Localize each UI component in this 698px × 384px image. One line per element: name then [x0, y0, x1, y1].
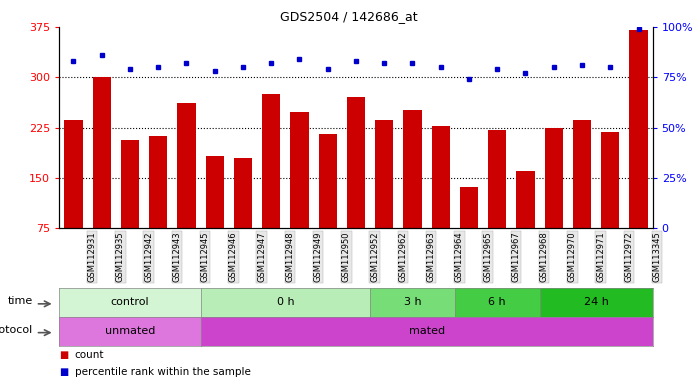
Text: GSM112962: GSM112962: [399, 232, 408, 282]
Bar: [347, 97, 365, 228]
Text: protocol: protocol: [0, 325, 33, 335]
Text: GSM112935: GSM112935: [116, 232, 125, 282]
Bar: [177, 103, 195, 228]
Text: GSM112968: GSM112968: [540, 232, 549, 282]
Text: GSM112965: GSM112965: [483, 232, 492, 282]
Text: GSM112943: GSM112943: [172, 232, 181, 282]
Bar: [517, 171, 535, 228]
Bar: [431, 126, 450, 228]
Bar: [601, 132, 619, 228]
Bar: [262, 94, 281, 228]
Text: GSM112948: GSM112948: [285, 232, 295, 282]
Text: GSM112949: GSM112949: [313, 232, 322, 282]
Text: GSM112970: GSM112970: [568, 232, 577, 282]
Text: GSM112972: GSM112972: [625, 232, 633, 282]
Text: GSM112931: GSM112931: [87, 232, 96, 282]
Text: mated: mated: [408, 326, 445, 336]
Text: count: count: [75, 350, 104, 360]
Bar: [290, 112, 309, 228]
Text: ■: ■: [59, 350, 68, 360]
Bar: [64, 120, 82, 228]
Text: GSM112971: GSM112971: [596, 232, 605, 282]
Bar: [121, 140, 139, 228]
Text: GSM112967: GSM112967: [512, 232, 521, 282]
Text: GSM112947: GSM112947: [257, 232, 266, 282]
Text: GSM112942: GSM112942: [144, 232, 153, 282]
Bar: [573, 120, 591, 228]
Bar: [149, 136, 168, 228]
Text: GSM112952: GSM112952: [370, 232, 379, 282]
Text: GSM112945: GSM112945: [200, 232, 209, 282]
Text: control: control: [111, 297, 149, 308]
Text: GDS2504 / 142686_at: GDS2504 / 142686_at: [280, 10, 418, 23]
Bar: [318, 134, 337, 228]
Bar: [488, 130, 507, 228]
Text: 3 h: 3 h: [403, 297, 422, 308]
Text: ■: ■: [59, 367, 68, 377]
Bar: [205, 156, 224, 228]
Bar: [234, 158, 252, 228]
Bar: [630, 30, 648, 228]
Text: GSM112946: GSM112946: [229, 232, 238, 282]
Text: 0 h: 0 h: [276, 297, 294, 308]
Text: 6 h: 6 h: [489, 297, 506, 308]
Text: GSM113345: GSM113345: [653, 232, 662, 282]
Text: GSM112963: GSM112963: [426, 232, 436, 282]
Bar: [375, 120, 394, 228]
Bar: [403, 109, 422, 228]
Bar: [460, 187, 478, 228]
Text: percentile rank within the sample: percentile rank within the sample: [75, 367, 251, 377]
Text: time: time: [8, 296, 33, 306]
Text: GSM112964: GSM112964: [455, 232, 464, 282]
Text: unmated: unmated: [105, 326, 155, 336]
Text: 24 h: 24 h: [584, 297, 609, 308]
Bar: [544, 127, 563, 228]
Text: GSM112950: GSM112950: [342, 232, 351, 282]
Bar: [93, 77, 111, 228]
